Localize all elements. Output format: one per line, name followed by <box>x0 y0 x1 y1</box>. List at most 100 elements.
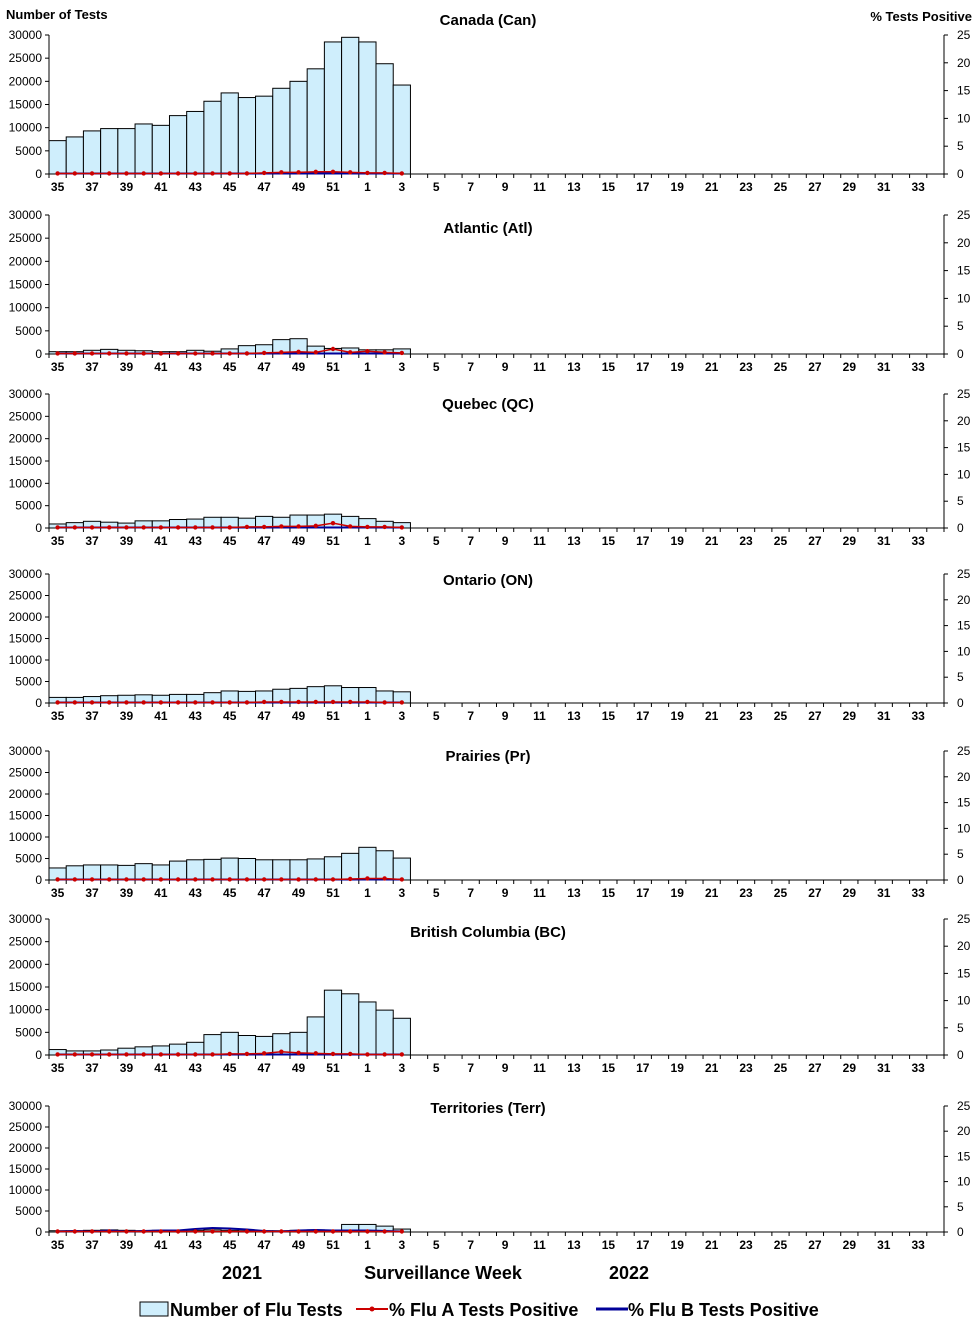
y2-tick-label: 5 <box>957 139 964 153</box>
x-tick-label: 37 <box>85 709 99 723</box>
flu-a-point <box>175 525 181 530</box>
y2-tick-label: 20 <box>957 770 971 784</box>
flu-a-point <box>261 1051 267 1056</box>
flu-a-point <box>193 877 198 882</box>
y-tick-label: 30000 <box>9 1099 43 1113</box>
flu-a-point <box>348 1229 353 1234</box>
flu-a-point <box>382 1052 387 1057</box>
x-tick-label: 5 <box>433 886 440 900</box>
x-tick-label: 35 <box>51 534 65 548</box>
x-tick-label: 33 <box>912 886 926 900</box>
panel-5: 0500010000150002000025000300000510152025… <box>9 744 971 900</box>
x-tick-label: 19 <box>671 534 685 548</box>
y2-tick-label: 25 <box>957 567 971 581</box>
flu-a-point <box>348 699 353 705</box>
tests-bar <box>392 857 411 881</box>
x-tick-label: 19 <box>671 1238 685 1252</box>
y-tick-label: 15000 <box>9 809 43 823</box>
x-tick-label: 3 <box>398 534 405 548</box>
flu-a-point <box>330 346 336 352</box>
tests-bar <box>237 858 257 881</box>
x-tick-label: 31 <box>877 360 891 374</box>
y2-tick-label: 15 <box>957 441 971 455</box>
x-tick-label: 49 <box>292 1061 306 1075</box>
x-tick-label: 19 <box>671 180 685 194</box>
x-tick-label: 37 <box>85 180 99 194</box>
flu-a-point <box>107 877 112 882</box>
flu-a-point <box>141 700 146 705</box>
x-tick-label: 49 <box>292 1238 306 1252</box>
x-tick-label: 7 <box>467 709 474 723</box>
flu-a-point <box>210 877 215 882</box>
y2-tick-label: 5 <box>957 670 964 684</box>
x-tick-label: 27 <box>808 886 822 900</box>
x-tick-label: 23 <box>739 1238 753 1252</box>
x-tick-label: 23 <box>739 886 753 900</box>
tests-bar <box>323 989 343 1056</box>
flu-a-point <box>89 877 95 882</box>
flu-a-point <box>279 170 284 175</box>
flu-a-point <box>382 170 387 176</box>
flu-a-point <box>365 349 370 354</box>
x-tick-label: 51 <box>326 534 340 548</box>
x-tick-label: 47 <box>257 1238 271 1252</box>
x-tick-label: 17 <box>636 886 650 900</box>
tests-bar <box>375 850 394 881</box>
y-tick-label: 5000 <box>15 675 42 689</box>
tests-bar <box>306 858 325 881</box>
x-tick-label: 13 <box>567 886 581 900</box>
x-tick-label: 21 <box>705 709 719 723</box>
x-tick-label: 21 <box>705 534 719 548</box>
y-tick-label: 15000 <box>9 98 43 112</box>
flu-a-point <box>227 700 232 705</box>
legend-tests-swatch <box>139 1301 169 1317</box>
flu-a-point <box>72 1229 78 1234</box>
x-tick-label: 15 <box>602 1061 616 1075</box>
panel-title: British Columbia (BC) <box>410 924 566 941</box>
flu-a-point <box>399 1052 405 1057</box>
x-tick-label: 27 <box>808 360 822 374</box>
x-tick-label: 43 <box>189 180 203 194</box>
panel-4: 0500010000150002000025000300000510152025… <box>9 567 971 723</box>
flu-a-point <box>158 1052 164 1057</box>
x-tick-label: 9 <box>502 1238 509 1252</box>
y-tick-label: 5000 <box>15 144 42 158</box>
x-tick-label: 3 <box>398 709 405 723</box>
flu-a-point <box>365 524 370 530</box>
y-tick-label: 0 <box>35 167 42 181</box>
flu-a-point <box>210 171 215 176</box>
x-tick-label: 41 <box>154 886 168 900</box>
x-tick-label: 5 <box>433 1238 440 1252</box>
x-tick-label: 19 <box>671 360 685 374</box>
y-tick-label: 25000 <box>9 409 43 423</box>
flu-a-point <box>210 700 215 705</box>
flu-a-point <box>55 877 60 882</box>
x-tick-label: 31 <box>877 1061 891 1075</box>
x-tick-label: 37 <box>85 1238 99 1252</box>
flu-a-point <box>210 351 215 356</box>
x-tick-label: 51 <box>326 886 340 900</box>
x-tick-label: 39 <box>120 886 134 900</box>
flu-a-point <box>175 1052 181 1057</box>
tests-bar <box>151 124 170 175</box>
x-tick-label: 45 <box>223 1238 237 1252</box>
x-tick-label: 15 <box>602 180 616 194</box>
x-tick-label: 33 <box>912 360 926 374</box>
x-tick-label: 7 <box>467 886 474 900</box>
y2-tick-label: 25 <box>957 28 971 42</box>
tests-bar <box>168 115 188 175</box>
flu-a-point <box>124 525 129 530</box>
flu-a-point <box>296 877 301 882</box>
y2-tick-label: 0 <box>957 1225 964 1239</box>
x-tick-label: 7 <box>467 180 474 194</box>
x-tick-label: 45 <box>223 534 237 548</box>
x-tick-label: 17 <box>636 180 650 194</box>
flu-a-point <box>348 876 353 882</box>
y2-tick-label: 15 <box>957 619 971 633</box>
tests-bar <box>203 858 222 881</box>
x-tick-label: 17 <box>636 534 650 548</box>
x-tick-label: 25 <box>774 1061 788 1075</box>
flu-a-point <box>330 1229 336 1234</box>
x-tick-label: 29 <box>843 534 857 548</box>
flu-a-point <box>330 169 336 174</box>
